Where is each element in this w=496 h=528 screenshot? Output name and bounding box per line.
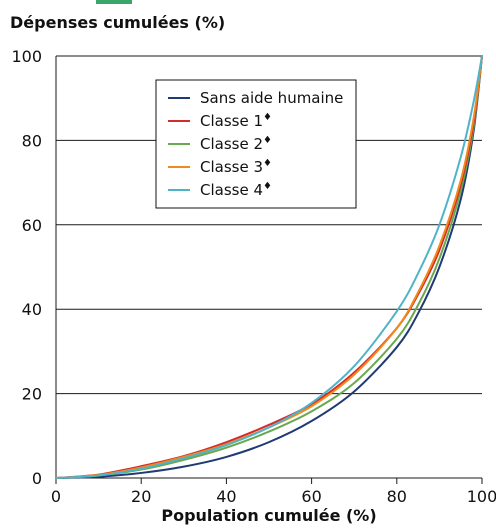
legend-label: Sans aide humaine (200, 89, 343, 107)
legend-footnote-marker: ♦ (263, 181, 272, 192)
legend-label: Classe 1♦ (200, 112, 272, 130)
gridlines (56, 55, 482, 479)
legend-label-text: Classe 2 (200, 135, 263, 153)
x-tick-label: 80 (387, 487, 407, 506)
legend-footnote-marker: ♦ (263, 158, 272, 169)
axes: 0 20 40 60 80 100 0 20 40 60 80 100 (11, 47, 496, 506)
legend-label-text: Sans aide humaine (200, 89, 343, 107)
x-tick-label: 100 (467, 487, 496, 506)
y-tick-label: 60 (22, 216, 42, 235)
legend-footnote-marker: ♦ (263, 112, 272, 123)
y-tick-label: 20 (22, 385, 42, 404)
x-tick-label: 0 (51, 487, 61, 506)
legend-label: Classe 3♦ (200, 158, 272, 176)
y-tick-label: 0 (32, 469, 42, 488)
series-line-classe-1 (55, 55, 483, 479)
x-tick-label: 20 (131, 487, 151, 506)
legend-label: Classe 2♦ (200, 135, 272, 153)
series-line-sans-aide-humaine (55, 55, 483, 479)
x-tick-label: 40 (216, 487, 236, 506)
header-accent-bar (96, 0, 132, 4)
series-line-classe-4 (55, 55, 483, 479)
series-lines (55, 55, 483, 479)
legend-label: Classe 4♦ (200, 181, 272, 199)
series-line-classe-3 (55, 55, 483, 479)
y-axis-title: Dépenses cumulées (%) (10, 13, 225, 32)
legend-label-text: Classe 1 (200, 112, 263, 130)
legend-footnote-marker: ♦ (263, 135, 272, 146)
x-axis-title: Population cumulée (%) (161, 506, 376, 525)
legend-label-text: Classe 4 (200, 181, 263, 199)
y-tick-label: 40 (22, 300, 42, 319)
legend-label-text: Classe 3 (200, 158, 263, 176)
x-tick-label: 60 (301, 487, 321, 506)
y-tick-label: 80 (22, 131, 42, 150)
y-tick-label: 100 (11, 47, 42, 66)
